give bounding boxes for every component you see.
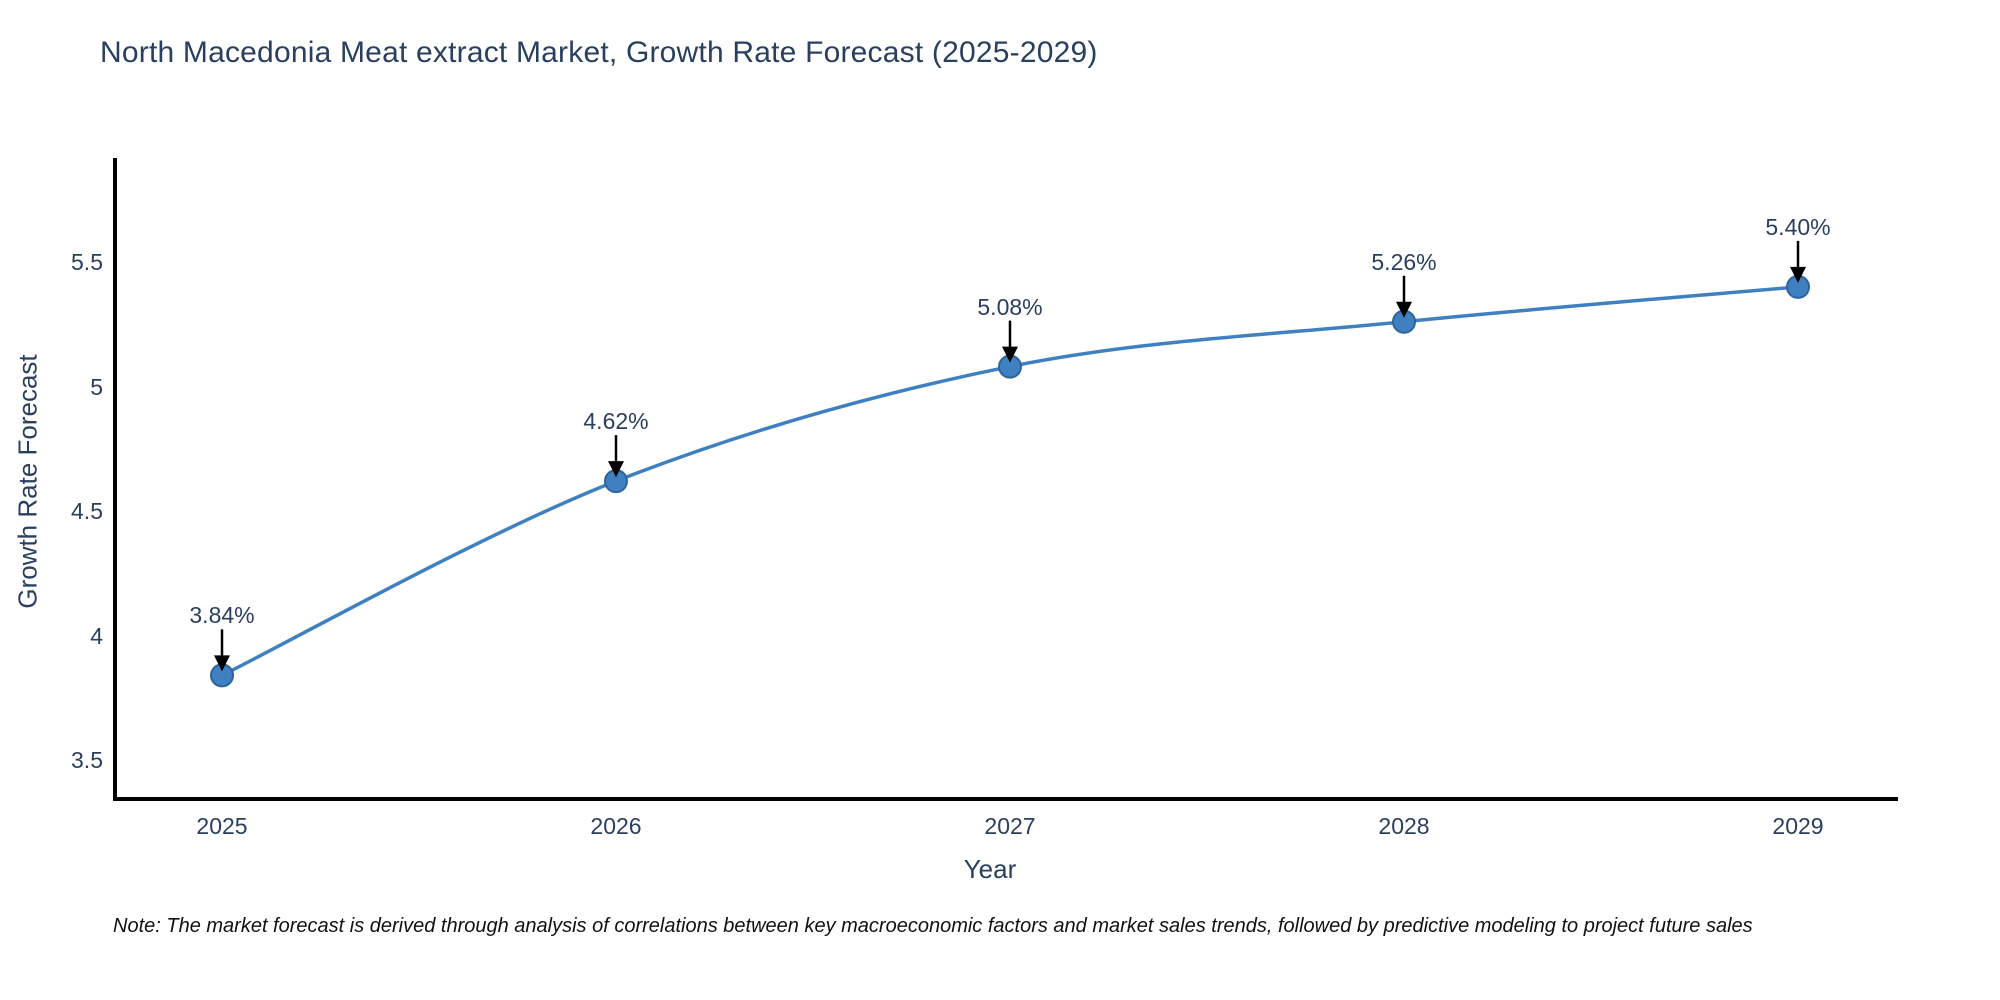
y-tick-label: 4.5 (71, 498, 103, 524)
data-point-annotation: 3.84% (189, 602, 255, 629)
annotation-arrow-head (1396, 301, 1412, 318)
y-tick-label: 4 (90, 622, 103, 649)
x-tick-label: 2027 (984, 813, 1036, 839)
y-tick-label: 3.5 (71, 747, 103, 773)
annotation-arrow-head (214, 655, 230, 672)
x-axis-title: Year (963, 854, 1017, 884)
footnote: Note: The market forecast is derived thr… (113, 915, 1753, 937)
data-point-annotation: 5.40% (1765, 213, 1831, 240)
annotation-arrow-head (1002, 346, 1018, 363)
y-tick-label: 5 (90, 373, 103, 400)
y-axis-title: Growth Rate Forecast (12, 354, 43, 609)
data-point-annotation: 5.26% (1371, 248, 1437, 275)
data-point-annotation: 5.08% (977, 293, 1043, 320)
chart-title: North Macedonia Meat extract Market, Gro… (100, 36, 1098, 69)
x-tick-label: 2028 (1378, 813, 1430, 839)
annotation-arrow-head (608, 461, 624, 478)
x-tick-label: 2026 (590, 813, 642, 839)
y-tick-label: 5.5 (71, 249, 103, 275)
x-tick-label: 2025 (196, 813, 248, 839)
x-tick-label: 2029 (1772, 813, 1824, 839)
annotation-arrow-head (1790, 266, 1806, 283)
data-point-annotation: 4.62% (583, 408, 649, 435)
annotation-arrows (214, 240, 1806, 672)
